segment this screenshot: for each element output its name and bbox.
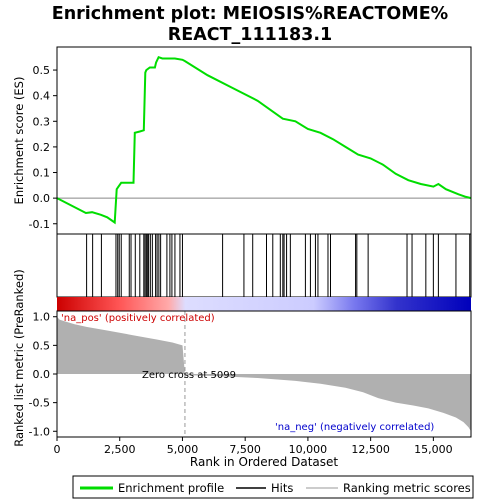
legend-hits-label: Hits bbox=[271, 481, 293, 495]
zero-cross-annotation: Zero cross at 5099 bbox=[142, 370, 236, 381]
metric-panel-frame bbox=[56, 310, 472, 438]
es-y-tick-label: 0.3 bbox=[33, 115, 51, 128]
metric-y-axis-ticks: -1.0 -0.5 0.0 0.5 1.0 bbox=[29, 311, 57, 438]
metric-y-tick-label: -0.5 bbox=[29, 397, 50, 410]
legend-box bbox=[72, 475, 474, 499]
chart-title-line1: Enrichment plot: MEIOSIS%REACTOME% bbox=[52, 4, 448, 24]
metric-x-axis-ticks: 0 2,500 5,000 7,500 10,000 12,500 15,000 bbox=[54, 437, 453, 456]
hits-panel bbox=[56, 233, 472, 298]
metric-x-tick-label: 2,500 bbox=[104, 443, 136, 456]
es-y-axis-label: Enrichment score (ES) bbox=[12, 77, 26, 205]
ranking-metric-area bbox=[57, 316, 471, 432]
es-panel: -0.1 0.0 0.1 0.2 0.3 0.4 0.5 Enrichment score … bbox=[12, 46, 472, 235]
metric-x-tick-label: 15,000 bbox=[414, 443, 453, 456]
es-y-tick-label: 0.4 bbox=[33, 90, 51, 103]
es-y-tick-label: 0.2 bbox=[33, 141, 51, 154]
ranking-color-bar bbox=[57, 297, 471, 311]
legend-metric-label: Ranking metric scores bbox=[343, 481, 471, 495]
metric-y-axis-label: Ranked list metric (PreRanked) bbox=[12, 269, 26, 447]
metric-x-tick-label: 12,500 bbox=[351, 443, 390, 456]
enrichment-profile-line bbox=[56, 55, 472, 225]
es-y-tick-label: 0.0 bbox=[33, 192, 51, 205]
es-y-tick-label: -0.1 bbox=[29, 218, 50, 231]
metric-x-tick-label: 10,000 bbox=[289, 443, 328, 456]
metric-panel: -1.0 -0.5 0.0 0.5 1.0 0 2,500 5,000 7,500 10,000… bbox=[12, 269, 472, 469]
metric-x-tick-label: 7,500 bbox=[229, 443, 261, 456]
metric-x-tick-label: 0 bbox=[54, 443, 61, 456]
es-y-tick-label: 0.5 bbox=[33, 64, 51, 77]
legend-profile-label: Enrichment profile bbox=[118, 481, 224, 495]
na-neg-annotation: 'na_neg' (negatively correlated) bbox=[275, 422, 434, 433]
metric-y-tick-label: -1.0 bbox=[29, 425, 50, 438]
legend: Enrichment profile Hits Ranking metric s… bbox=[72, 475, 474, 499]
chart-title-line2: REACT_111183.1 bbox=[168, 25, 332, 45]
na-pos-annotation: 'na_pos' (positively correlated) bbox=[61, 313, 215, 324]
metric-x-axis-label: Rank in Ordered Dataset bbox=[190, 455, 338, 469]
es-y-axis-ticks: -0.1 0.0 0.1 0.2 0.3 0.4 0.5 bbox=[29, 64, 57, 231]
metric-x-tick-label: 5,000 bbox=[167, 443, 199, 456]
metric-y-tick-label: 1.0 bbox=[33, 311, 51, 324]
es-y-tick-label: 0.1 bbox=[33, 167, 51, 180]
metric-y-tick-label: 0.0 bbox=[33, 368, 51, 381]
hit-lines-group bbox=[86, 234, 471, 297]
metric-y-tick-label: 0.5 bbox=[33, 339, 51, 352]
